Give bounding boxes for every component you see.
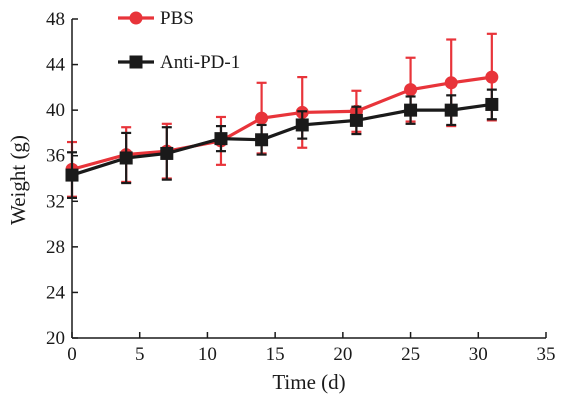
data-point [404,103,418,117]
data-point [404,83,418,97]
x-tick-label: 20 [333,344,352,365]
data-point [444,76,458,90]
y-tick-label: 20 [46,328,65,349]
y-tick-label: 24 [46,282,66,303]
series-line [71,75,493,171]
x-tick-label: 10 [198,344,217,365]
y-tick-label: 44 [46,55,66,76]
data-point [160,146,174,160]
legend-marker [129,11,143,25]
data-point [214,132,228,146]
plot-marks [65,32,499,199]
series-anti-pd-1 [65,88,499,199]
data-point [485,70,499,84]
data-point [444,103,458,117]
x-tick-label: 30 [469,344,488,365]
x-axis: 0 5 10 15 20 25 30 35 [67,332,556,365]
x-tick-label: 0 [67,344,77,365]
legend: PBS Anti-PD-1 [118,8,240,73]
y-tick-label: 32 [46,191,65,212]
data-point [255,111,269,125]
data-point [255,133,269,147]
data-point [119,151,133,165]
legend-item: Anti-PD-1 [118,52,240,73]
x-axis-title: Time (d) [272,370,345,394]
legend-label: Anti-PD-1 [160,52,240,73]
x-tick-label: 25 [401,344,420,365]
data-point [485,97,499,111]
series-line [71,102,493,177]
y-tick-label: 28 [46,237,65,258]
data-point [349,113,363,127]
y-axis: 20 24 28 32 36 40 44 48 [46,9,78,349]
y-tick-label: 36 [46,146,65,167]
y-tick-label: 40 [46,100,65,121]
data-point [295,118,309,132]
x-tick-label: 15 [266,344,285,365]
y-tick-label: 48 [46,9,65,30]
legend-marker [129,55,143,69]
legend-label: PBS [160,8,194,29]
x-tick-label: 5 [135,344,145,365]
y-axis-title: Weight (g) [6,135,30,225]
x-tick-label: 35 [537,344,556,365]
legend-item: PBS [118,8,194,29]
